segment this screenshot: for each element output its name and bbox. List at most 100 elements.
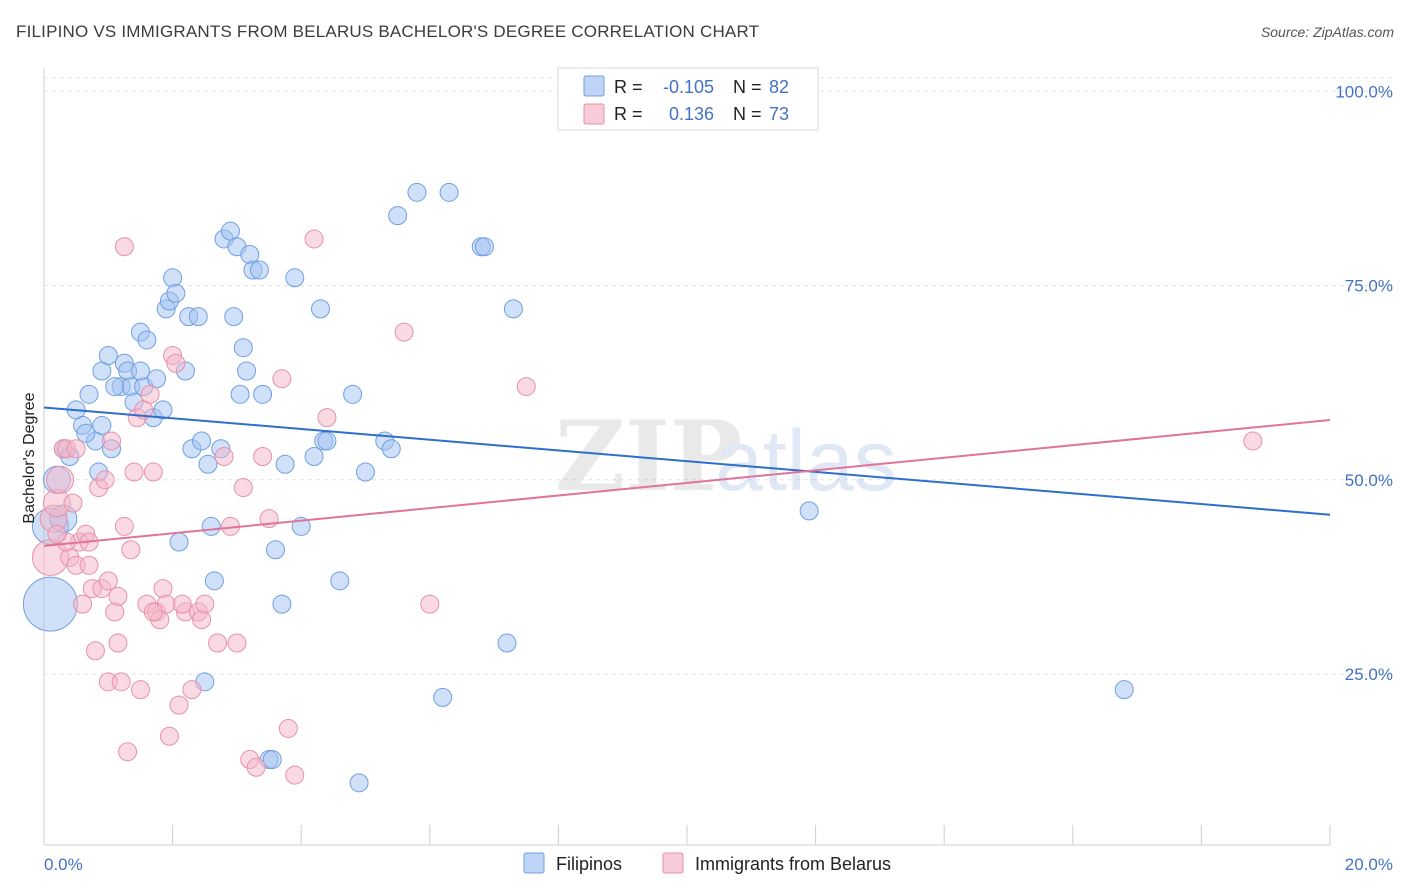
data-point-filipinos [503, 299, 523, 319]
data-point-filipinos [304, 447, 324, 466]
legend-n-value-belarus: 73 [769, 104, 789, 124]
x-tick-label-min: 0.0% [44, 855, 83, 874]
data-point-filipinos [285, 268, 305, 288]
data-point-belarus [114, 237, 134, 257]
data-point-filipinos [105, 377, 125, 397]
watermark: ZIP atlas [555, 400, 897, 513]
data-point-belarus [118, 742, 138, 762]
legend-series-filipinos: Filipinos [556, 854, 622, 874]
data-point-filipinos [262, 750, 282, 770]
data-point-filipinos [137, 330, 157, 350]
data-point-belarus [285, 765, 305, 785]
data-point-belarus [63, 493, 83, 513]
data-point-belarus [272, 369, 292, 389]
legend-n-label-filipinos: N = [733, 77, 762, 97]
chart-title: FILIPINO VS IMMIGRANTS FROM BELARUS BACH… [16, 22, 760, 41]
data-point-belarus [159, 726, 179, 746]
data-point-filipinos [497, 633, 517, 653]
data-point-filipinos [163, 268, 183, 288]
data-point-filipinos [153, 400, 173, 420]
data-point-belarus [114, 516, 134, 536]
watermark-zip: ZIP [555, 400, 742, 513]
y-tick-label: 25.0% [1345, 665, 1393, 684]
data-point-filipinos [272, 594, 292, 614]
data-point-filipinos [381, 439, 401, 459]
data-point-belarus [85, 641, 105, 661]
data-point-belarus [195, 594, 215, 614]
data-point-belarus [253, 447, 273, 466]
legend-n-value-filipinos: 82 [769, 77, 789, 97]
legend-swatch-series-belarus [662, 852, 684, 874]
data-point-belarus [208, 633, 228, 653]
data-point-filipinos [169, 532, 189, 552]
data-point-belarus [108, 586, 128, 606]
data-point-belarus [169, 695, 189, 715]
data-point-belarus [105, 602, 125, 622]
source-label: Source: ZipAtlas.com [1260, 24, 1394, 40]
y-axis-label: Bachelor's Degree [21, 392, 38, 523]
data-point-filipinos [1114, 680, 1134, 700]
y-tick-label: 100.0% [1335, 82, 1393, 101]
x-ticks [43, 825, 1331, 845]
legend-swatch-series-filipinos [523, 852, 545, 874]
data-point-filipinos [240, 244, 260, 264]
y-tick-label: 50.0% [1345, 471, 1393, 490]
data-point-belarus [278, 718, 298, 738]
data-point-filipinos [356, 462, 375, 482]
data-point-filipinos [253, 384, 273, 404]
data-point-filipinos [249, 260, 269, 280]
data-point-filipinos [198, 454, 218, 474]
data-point-belarus [317, 408, 337, 428]
data-point-belarus [47, 524, 67, 544]
data-point-filipinos [343, 384, 363, 404]
data-point-filipinos [204, 571, 224, 591]
legend-r-value-filipinos: -0.105 [663, 77, 714, 97]
data-point-belarus [143, 602, 163, 622]
data-point-filipinos [407, 182, 427, 202]
data-point-belarus [246, 757, 266, 777]
data-point-belarus [166, 353, 186, 373]
data-point-filipinos [799, 501, 819, 521]
data-point-belarus [516, 377, 536, 397]
data-point-filipinos [98, 345, 118, 365]
legend-series-belarus: Immigrants from Belarus [695, 854, 891, 874]
y-tick-labels: 100.0% 75.0% 50.0% 25.0% [1335, 82, 1393, 684]
data-point-filipinos [92, 415, 112, 435]
data-point-filipinos [310, 299, 330, 319]
data-point-filipinos [201, 516, 221, 536]
trend-lines [43, 406, 1331, 547]
data-point-belarus [227, 633, 247, 653]
data-point-filipinos [439, 182, 459, 202]
data-point-filipinos [330, 571, 350, 591]
data-point-belarus [121, 540, 141, 560]
legend-r-label-filipinos: R = [614, 77, 643, 97]
data-point-filipinos [188, 307, 208, 327]
data-point-belarus [79, 555, 99, 575]
data-point-belarus [214, 447, 234, 466]
data-point-filipinos [192, 431, 212, 451]
data-point-belarus [192, 610, 212, 630]
y-tick-label: 75.0% [1345, 277, 1393, 296]
data-point-belarus [143, 462, 163, 482]
data-point-filipinos [237, 361, 257, 381]
data-point-belarus [130, 680, 150, 700]
data-point-filipinos [474, 237, 494, 257]
data-point-belarus [66, 439, 86, 459]
data-point-belarus [304, 229, 324, 249]
trend-line-filipinos [43, 406, 1331, 516]
data-point-filipinos [130, 361, 150, 381]
data-point-filipinos [349, 773, 369, 793]
x-tick-label-max: 20.0% [1345, 855, 1393, 874]
data-point-belarus [111, 672, 131, 692]
data-point-filipinos [166, 283, 186, 303]
data-point-filipinos [230, 384, 250, 404]
data-point-belarus [46, 465, 75, 494]
data-point-filipinos [22, 576, 78, 632]
data-point-belarus [108, 633, 128, 653]
data-point-filipinos [76, 423, 96, 443]
legend-r-value-belarus: 0.136 [669, 104, 714, 124]
trend-line-belarus [43, 418, 1331, 547]
data-point-filipinos [224, 307, 244, 327]
legend-n-label-belarus: N = [733, 104, 762, 124]
